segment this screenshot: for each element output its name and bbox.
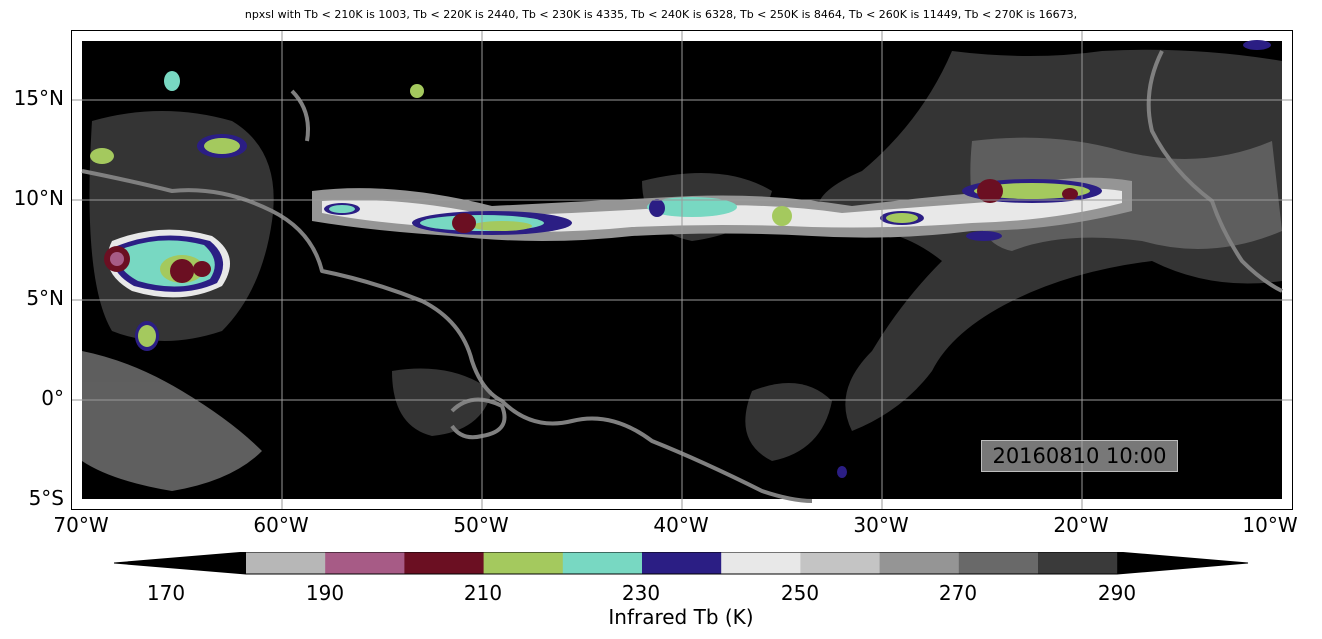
- colorbar-label: Infrared Tb (K): [608, 605, 754, 629]
- lat-label: 5°S: [28, 486, 64, 510]
- timestamp-label: 20160810 10:00: [981, 440, 1178, 472]
- figure-title: npxsl with Tb < 210K is 1003, Tb < 220K …: [244, 8, 1078, 21]
- colorbar-bin: [1038, 552, 1118, 574]
- colorbar-extend-low: [114, 552, 246, 574]
- lon-label: 60°W: [253, 513, 309, 537]
- colorbar-tick-label: 290: [1097, 581, 1137, 605]
- lat-label: 0°: [41, 386, 64, 410]
- colorbar: [114, 552, 1249, 575]
- lon-label: 70°W: [53, 513, 109, 537]
- convective-band: [312, 177, 1132, 241]
- lon-label: 10°W: [1242, 513, 1298, 537]
- colorbar-bin: [800, 552, 881, 574]
- satellite-tb-map[interactable]: [72, 31, 1292, 509]
- colorbar-outline: [114, 552, 1249, 575]
- colorbar-tick-label: 250: [780, 581, 820, 605]
- colorbar-bin: [958, 552, 1039, 574]
- colorbar-bin: [246, 552, 326, 574]
- colorbar-tick-label: 230: [621, 581, 661, 605]
- gridlines: [72, 31, 1292, 509]
- lon-label: 40°W: [653, 513, 709, 537]
- lon-label: 30°W: [853, 513, 909, 537]
- colorbar-bin: [483, 552, 564, 574]
- colorbar-bin: [325, 552, 405, 574]
- lon-label: 20°W: [1053, 513, 1109, 537]
- map-panel[interactable]: [71, 30, 1293, 510]
- western-cluster: [90, 40, 1271, 478]
- colorbar-tick-label: 210: [463, 581, 503, 605]
- colorbar-tick-label: 270: [938, 581, 978, 605]
- colorbar-tick-label: 190: [305, 581, 345, 605]
- colorbar-bin: [404, 552, 485, 574]
- lon-label: 50°W: [453, 513, 509, 537]
- colorbar-bin: [642, 552, 722, 574]
- lat-label: 5°N: [26, 286, 64, 310]
- colorbar-bin: [562, 552, 643, 574]
- colorbar-tick-label: 170: [146, 581, 186, 605]
- colorbar-extend-high: [1117, 552, 1248, 574]
- colorbar-bin: [721, 552, 801, 574]
- lat-label: 10°N: [13, 186, 64, 210]
- lat-label: 15°N: [13, 86, 64, 110]
- colorbar-bin: [879, 552, 960, 574]
